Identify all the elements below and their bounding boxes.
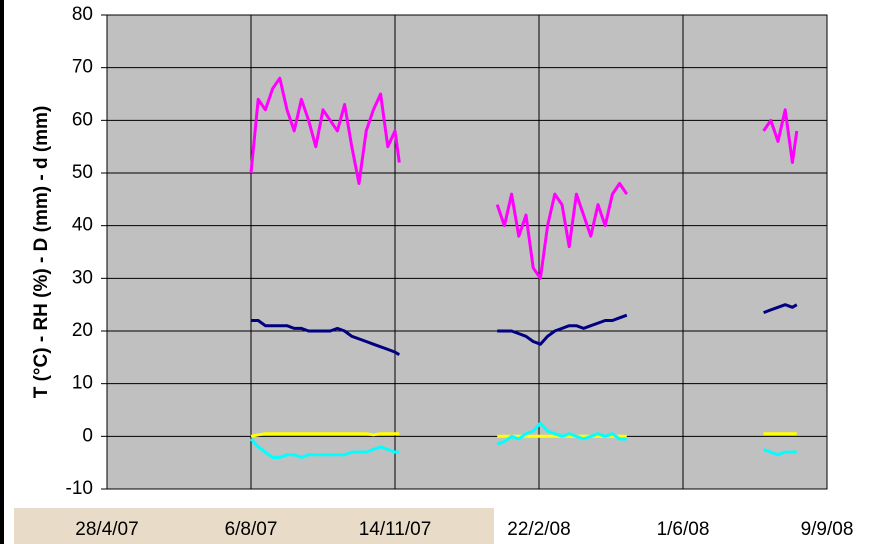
x-tick-label: 6/8/07: [225, 519, 278, 540]
x-tick-label: 9/9/08: [801, 519, 854, 540]
y-tick-label: 20: [72, 320, 93, 341]
x-tick-label: 28/4/07: [75, 519, 138, 540]
y-tick-label: 10: [72, 373, 93, 394]
frame-edge: [0, 0, 4, 544]
x-tick-label: 22/2/08: [507, 519, 570, 540]
y-tick-label: 40: [72, 215, 93, 236]
x-tick-label: 14/11/07: [359, 519, 432, 540]
chart: T (°C) - RH (%) - D (mm) - d (mm) -10 0 10…: [0, 0, 869, 544]
y-tick-label: 70: [72, 57, 93, 78]
x-tick-label: 1/6/08: [657, 519, 710, 540]
y-tick-label: 60: [72, 109, 93, 130]
y-tick-label: 30: [72, 267, 93, 288]
y-tick-label: 80: [72, 4, 93, 25]
y-tick-label: 50: [72, 162, 93, 183]
plot-area: [107, 15, 827, 489]
y-tick-label: -10: [66, 478, 93, 499]
y-tick-label: 0: [82, 425, 93, 446]
y-axis-title: T (°C) - RH (%) - D (mm) - d (mm): [31, 106, 52, 399]
